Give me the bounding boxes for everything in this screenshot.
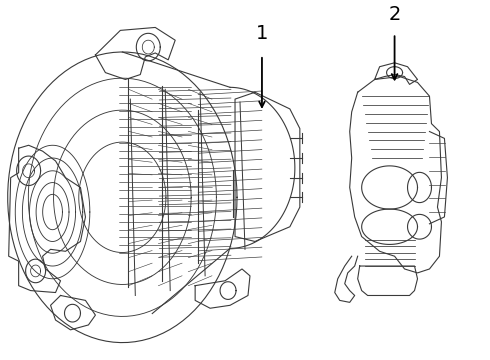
- Text: 2: 2: [389, 5, 401, 23]
- Text: 1: 1: [256, 24, 268, 43]
